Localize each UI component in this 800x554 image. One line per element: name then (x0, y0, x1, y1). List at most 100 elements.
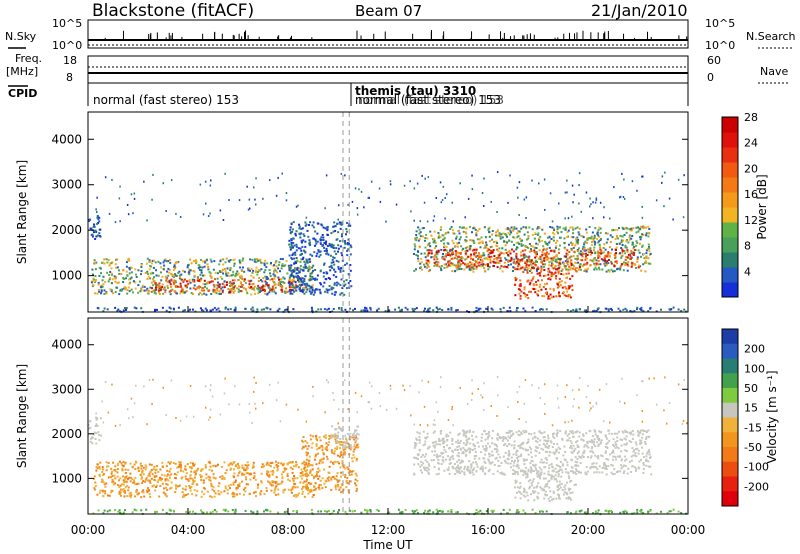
heatmap-cell (296, 266, 299, 269)
heatmap-cell (567, 295, 570, 298)
heatmap-cell (587, 251, 590, 254)
heatmap-cell (343, 451, 346, 454)
heatmap-cell (442, 452, 445, 454)
heatmap-cell (498, 253, 501, 256)
heatmap-cell (480, 466, 483, 469)
heatmap-cell (603, 216, 605, 219)
heatmap-cell (159, 289, 162, 292)
heatmap-cell (537, 294, 540, 297)
heatmap-cell (413, 219, 415, 222)
heatmap-cell (271, 473, 274, 476)
heatmap-cell (287, 264, 290, 267)
heatmap-cell (315, 463, 318, 466)
heatmap-cell (320, 236, 323, 239)
heatmap-cell (99, 228, 102, 231)
heatmap-cell (636, 308, 638, 311)
heatmap-cell (322, 451, 325, 454)
heatmap-cell (324, 436, 327, 439)
heatmap-cell (340, 292, 343, 295)
heatmap-cell (567, 433, 570, 436)
heatmap-cell (648, 232, 650, 235)
heatmap-cell (217, 485, 220, 488)
power-ylabel: Slant Range [km] (15, 160, 29, 264)
heatmap-cell (415, 268, 417, 271)
heatmap-cell (153, 475, 156, 478)
heatmap-cell (432, 309, 435, 312)
heatmap-cell (552, 259, 555, 262)
heatmap-cell (125, 270, 128, 273)
heatmap-cell (581, 438, 584, 441)
heatmap-cell (330, 434, 333, 437)
heatmap-cell (607, 309, 610, 312)
heatmap-cell (464, 231, 467, 234)
heatmap-cell (535, 255, 538, 258)
heatmap-cell (512, 472, 514, 475)
heatmap-cell (645, 464, 648, 467)
heatmap-cell (192, 479, 195, 482)
heatmap-cell (308, 279, 311, 282)
heatmap-cell (581, 454, 584, 457)
heatmap-cell (102, 495, 105, 498)
heatmap-cell (492, 265, 495, 267)
heatmap-cell (305, 258, 308, 261)
heatmap-cell (477, 258, 480, 260)
heatmap-cell (440, 226, 443, 229)
heatmap-cell (274, 261, 277, 264)
heatmap-cell (629, 255, 632, 258)
heatmap-cell (516, 186, 519, 189)
heatmap-cell (436, 264, 439, 267)
heatmap-cell (589, 247, 592, 250)
heatmap-cell (637, 452, 640, 455)
heatmap-cell (547, 297, 550, 300)
heatmap-cell (569, 268, 572, 271)
heatmap-cell (303, 249, 306, 252)
heatmap-cell (319, 484, 322, 486)
heatmap-cell (250, 268, 253, 271)
heatmap-cell (562, 227, 565, 230)
heatmap-cell (310, 286, 313, 289)
heatmap-cell (186, 286, 188, 289)
heatmap-cell (557, 264, 560, 267)
heatmap-cell (616, 471, 618, 474)
heatmap-cell (271, 480, 274, 483)
heatmap-cell (472, 270, 475, 273)
heatmap-cell (460, 260, 463, 262)
heatmap-cell (182, 309, 185, 312)
heatmap-cell (495, 240, 498, 243)
heatmap-cell (460, 257, 463, 260)
heatmap-cell (439, 228, 442, 231)
heatmap-cell (275, 194, 278, 197)
heatmap-cell (523, 431, 526, 434)
heatmap-cell (424, 177, 426, 180)
heatmap-cell (494, 261, 497, 264)
heatmap-cell (335, 442, 338, 445)
heatmap-cell (326, 225, 329, 228)
heatmap-cell (595, 462, 598, 465)
heatmap-cell (150, 271, 153, 274)
heatmap-cell (290, 241, 293, 244)
heatmap-cell (219, 270, 222, 273)
heatmap-cell (442, 460, 445, 463)
heatmap-cell (110, 467, 113, 470)
heatmap-cell (562, 291, 565, 294)
heatmap-cell (639, 308, 642, 310)
heatmap-cell (125, 480, 128, 483)
heatmap-cell (429, 245, 432, 248)
heatmap-cell (291, 289, 294, 292)
heatmap-cell (231, 282, 233, 285)
heatmap-cell (496, 248, 499, 251)
heatmap-cell (530, 290, 532, 293)
heatmap-cell (333, 256, 336, 259)
heatmap-cell (548, 236, 551, 239)
heatmap-cell (172, 462, 175, 464)
heatmap-cell (526, 442, 529, 444)
heatmap-cell (122, 465, 125, 468)
heatmap-cell (513, 267, 516, 270)
heatmap-cell (145, 489, 148, 492)
heatmap-cell (269, 462, 272, 465)
heatmap-cell (501, 473, 504, 476)
heatmap-cell (314, 240, 317, 243)
heatmap-cell (483, 448, 486, 451)
heatmap-cell (577, 247, 580, 250)
